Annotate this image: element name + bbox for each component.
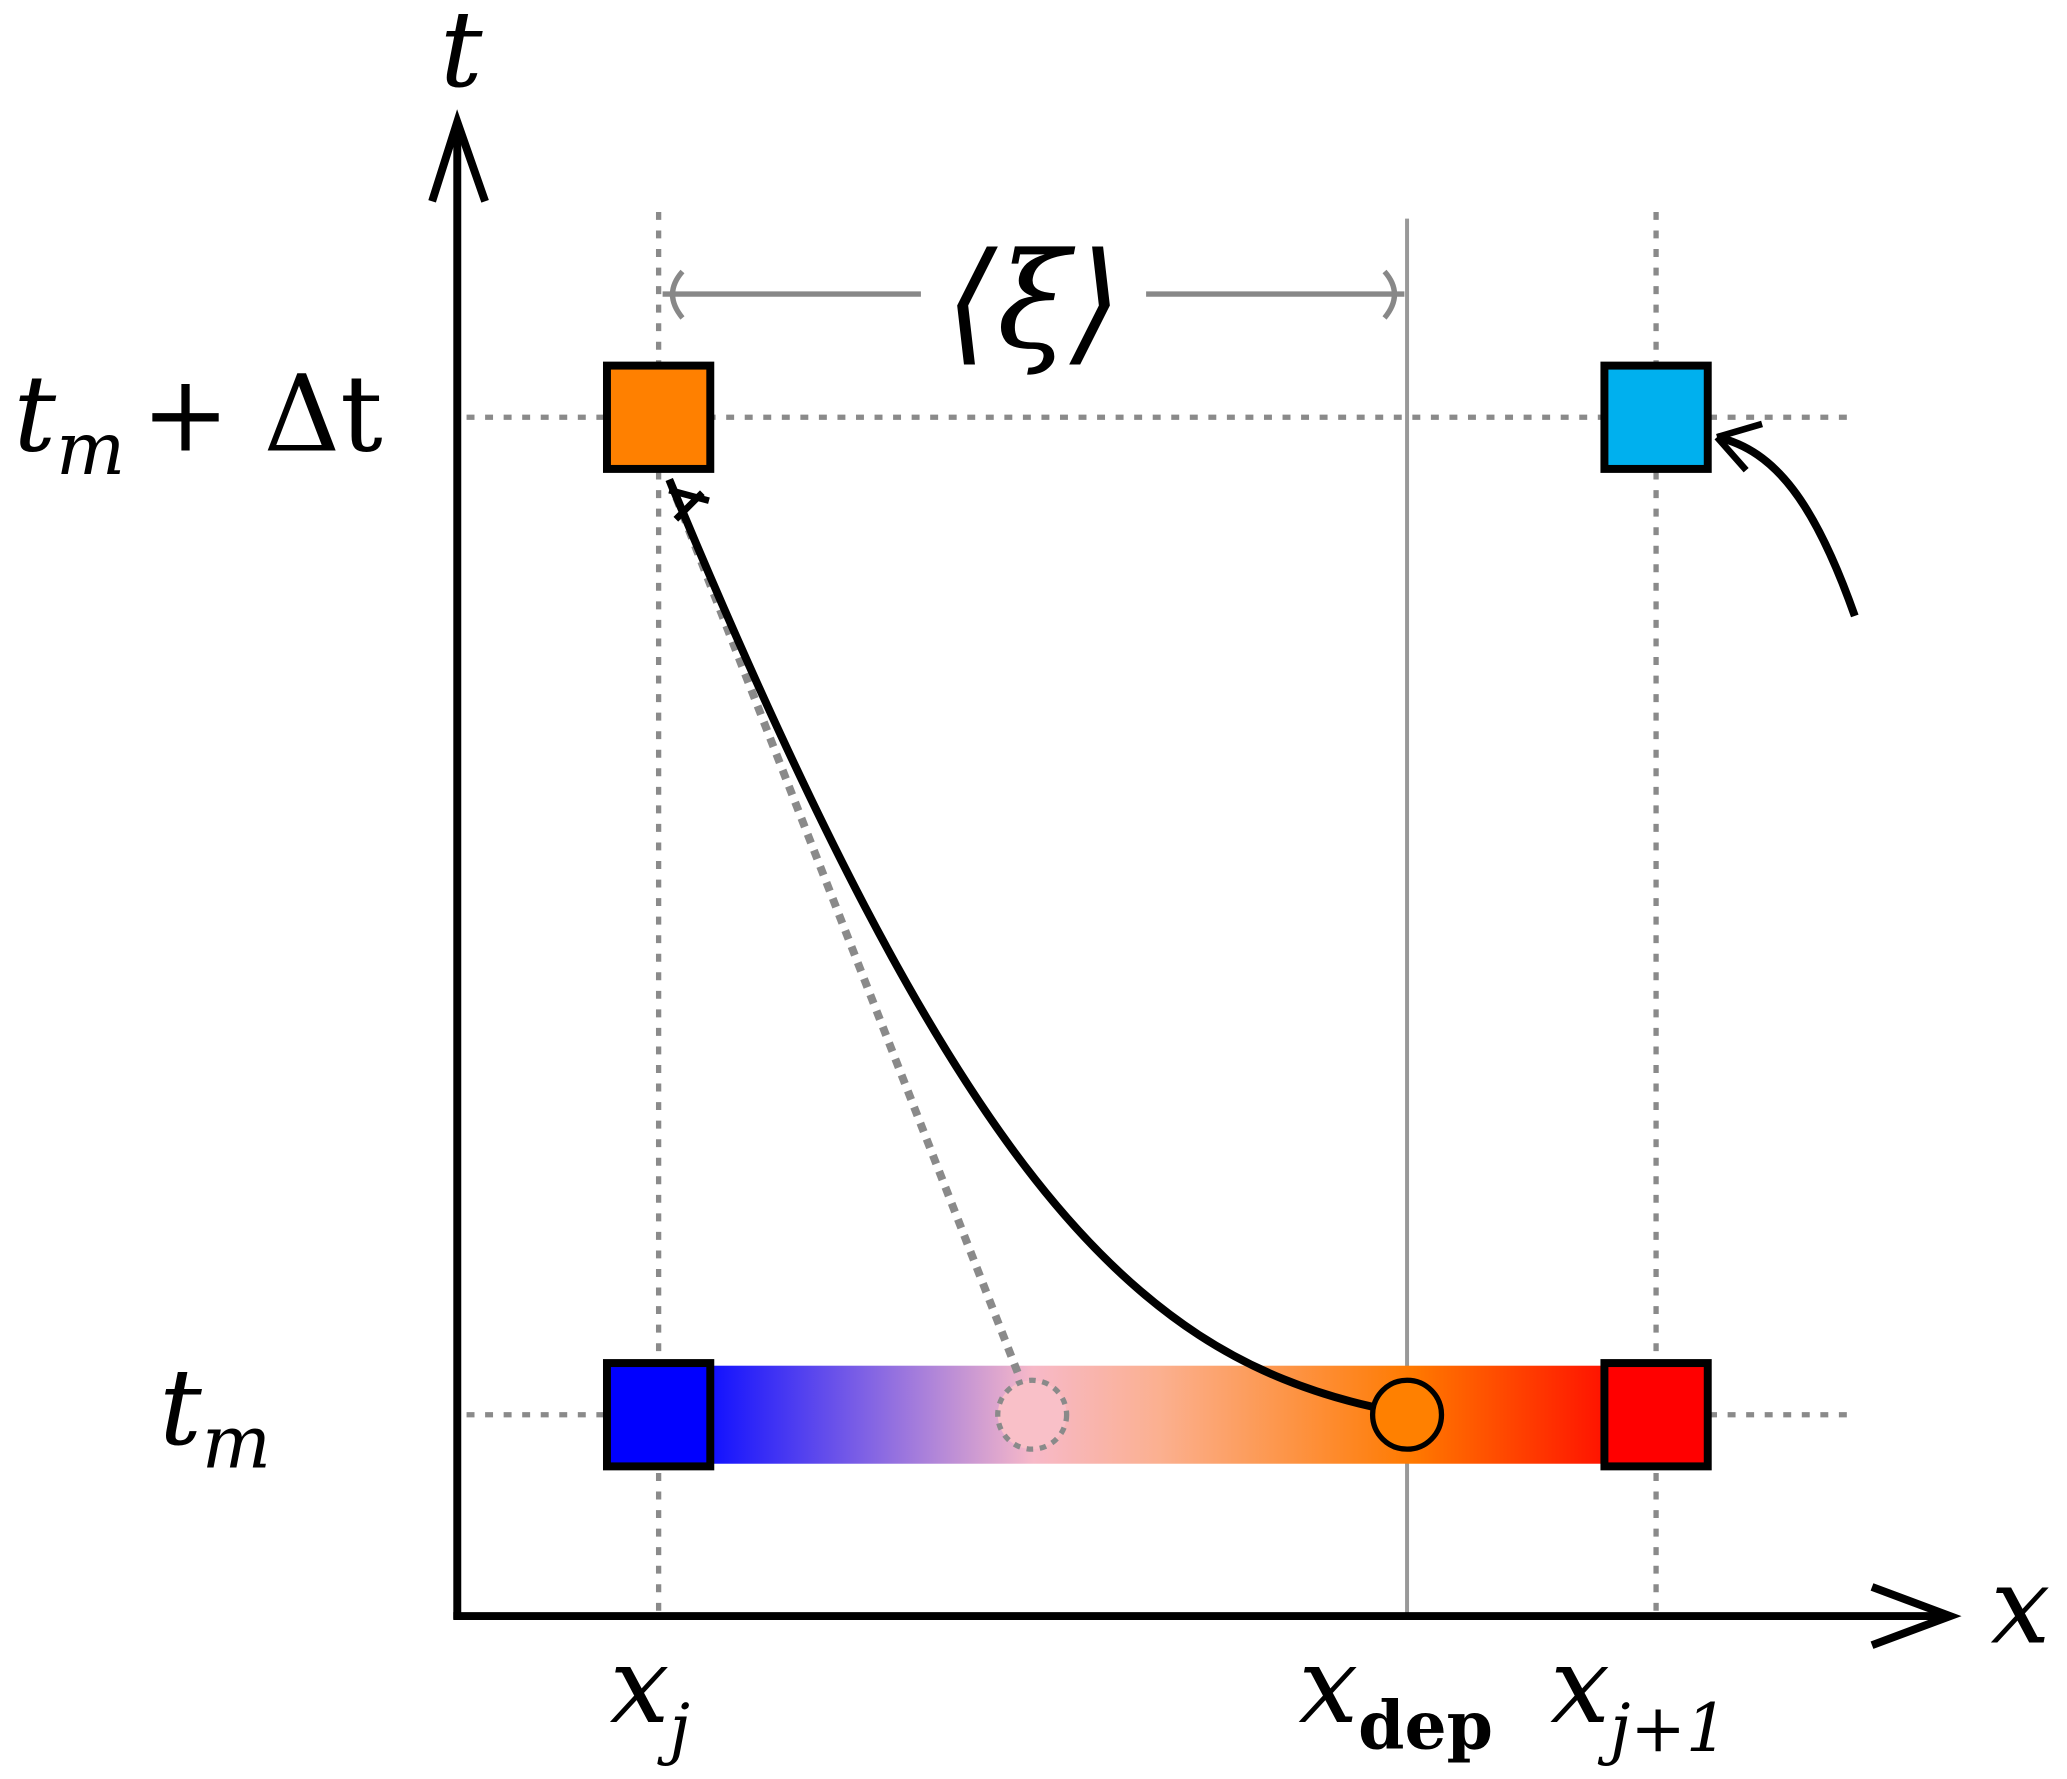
interpolated-point (995, 1377, 1070, 1452)
curved-trajectory (665, 477, 1374, 1411)
interpolation-bar (708, 1365, 1610, 1464)
xj-label: xj (610, 1624, 690, 1767)
axes (428, 109, 1962, 1649)
lower-time-label: tm (159, 1346, 271, 1486)
x-axis-arrow-icon (1870, 1583, 1962, 1649)
upper-time-label: tm + Δt (14, 352, 383, 492)
node-xj-upper (602, 361, 715, 473)
t-axis-arrow-icon (428, 109, 489, 203)
incoming-trajectory (1716, 433, 1859, 618)
node-xj1-lower (1600, 1359, 1712, 1471)
incoming-arrowhead (1714, 420, 1763, 473)
straight-trajectory (665, 478, 1022, 1374)
node-xj1-upper (1600, 361, 1712, 473)
trajectory-arrowhead (668, 486, 710, 522)
xj1-label: xj+1 (1550, 1624, 1728, 1767)
node-xj-lower (602, 1359, 715, 1471)
t-axis-label: t (440, 0, 483, 111)
displacement-label: ⟨ξ⟩ (945, 225, 1121, 379)
x-axis-label: x (1990, 1545, 2050, 1668)
displacement-arrow (662, 269, 1405, 320)
xdep-label: xdep (1298, 1624, 1493, 1764)
departure-point (1369, 1377, 1445, 1452)
